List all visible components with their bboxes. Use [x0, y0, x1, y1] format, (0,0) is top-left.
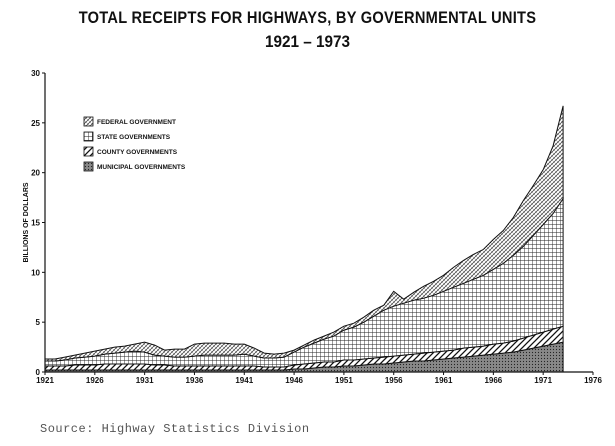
x-tick-label: 1976 — [584, 376, 602, 385]
x-tick-label: 1936 — [186, 376, 204, 385]
y-tick-label: 5 — [36, 318, 41, 327]
y-axis-label: BILLIONS OF DOLLARS — [23, 182, 30, 262]
y-tick-label: 20 — [31, 169, 40, 178]
legend-label-county-governments: COUNTY GOVERNMENTS — [97, 149, 178, 156]
legend-swatch-municipal-governments — [83, 161, 94, 172]
y-tick-label: 30 — [31, 69, 40, 78]
x-tick-label: 1956 — [385, 376, 403, 385]
area-federal-government — [44, 105, 564, 362]
y-tick-label: 0 — [36, 368, 41, 377]
legend-swatch-county-governments — [83, 146, 94, 157]
legend-swatch-federal-government — [83, 116, 94, 127]
x-tick-label: 1961 — [435, 376, 453, 385]
source-note: Source: Highway Statistics Division — [40, 422, 310, 436]
x-tick-label: 1946 — [285, 376, 303, 385]
legend-label-federal-government: FEDERAL GOVERNMENT — [97, 119, 176, 126]
y-tick-label: 25 — [31, 119, 40, 128]
x-tick-label: 1966 — [484, 376, 502, 385]
x-tick-label: 1926 — [86, 376, 104, 385]
legend-label-municipal-governments: MUNICIPAL GOVERNMENTS — [97, 164, 186, 171]
x-tick-label: 1971 — [534, 376, 552, 385]
x-tick-label: 1921 — [36, 376, 54, 385]
x-tick-label: 1931 — [136, 376, 154, 385]
x-tick-label: 1951 — [335, 376, 353, 385]
legend-label-state-governments: STATE GOVERNMENTS — [97, 134, 171, 141]
y-tick-label: 15 — [31, 219, 40, 228]
y-tick-label: 10 — [31, 268, 40, 277]
x-tick-label: 1941 — [235, 376, 253, 385]
legend-swatch-state-governments — [83, 131, 94, 142]
chart-subtitle: 1921 – 1973 — [264, 32, 351, 51]
area-state-governments — [44, 196, 564, 368]
chart-title: TOTAL RECEIPTS FOR HIGHWAYS, BY GOVERNME… — [78, 8, 537, 27]
